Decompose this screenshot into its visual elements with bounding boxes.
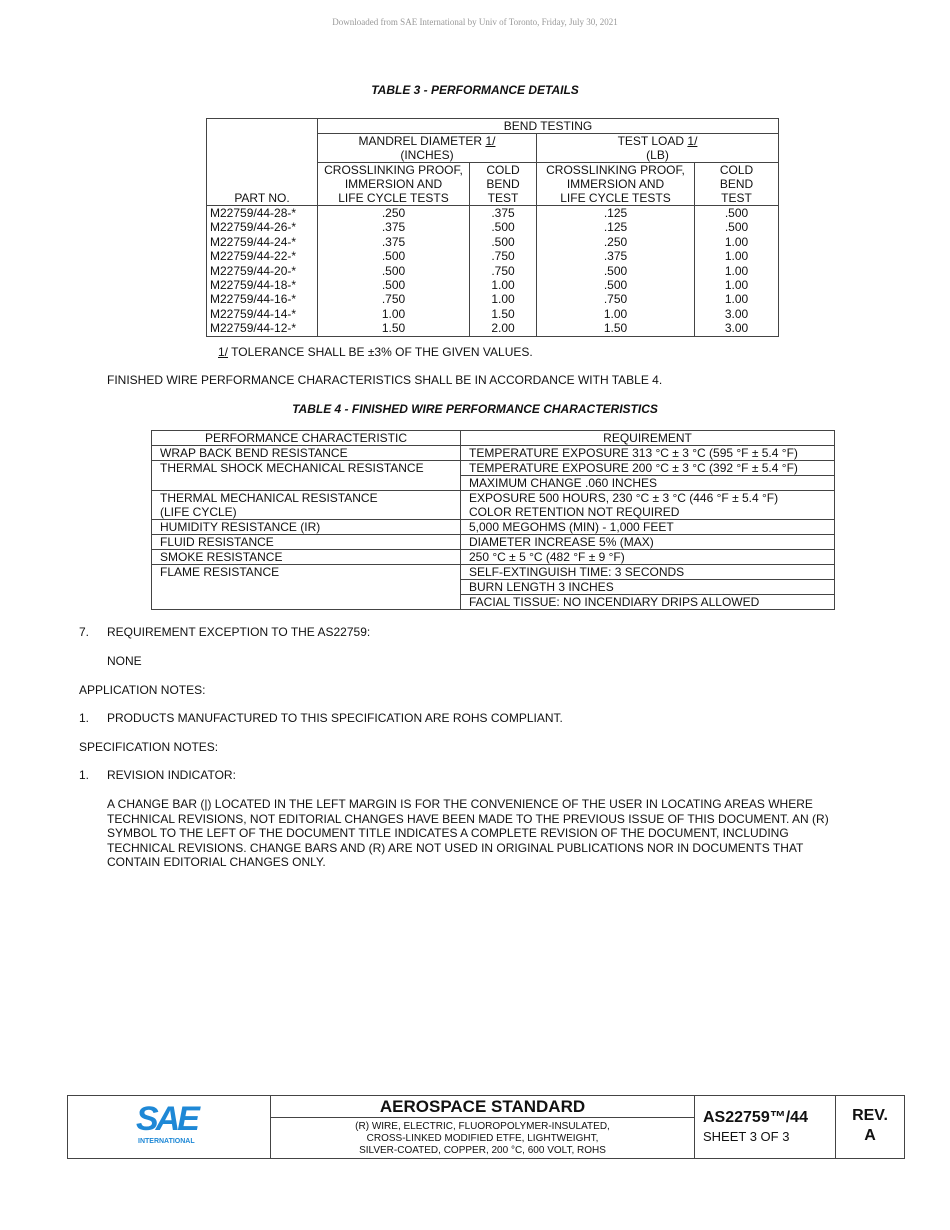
value-cell: 3.00 [694, 321, 779, 337]
table-row: HUMIDITY RESISTANCE (IR) 5,000 MEGOHMS (M… [151, 519, 835, 535]
value-cell: 1.00 [694, 263, 779, 278]
value-cell: .500 [469, 220, 537, 235]
table-row: THERMAL SHOCK MECHANICAL RESISTANCE TEMPE… [151, 460, 835, 491]
table-row: SMOKE RESISTANCE 250 °C ± 5 °C (482 °F ± … [151, 549, 835, 565]
table-row: M22759/44-20-* .500.750.500 1.00 [206, 263, 779, 278]
value-cell: .375 [317, 220, 470, 235]
table4-caption: TABLE 4 - FINISHED WIRE PERFORMANCE CHAR… [292, 402, 658, 416]
table3-caption: TABLE 3 - PERFORMANCE DETAILS [371, 83, 579, 97]
sheet-number: SHEET 3 OF 3 [703, 1129, 790, 1144]
section-7-title: REQUIREMENT EXCEPTION TO THE AS22759: [107, 625, 371, 639]
table-row: M22759/44-12-* 1.50 2.00 1.50 3.00 [206, 321, 779, 337]
document-description: (R) WIRE, ELECTRIC, FLUOROPOLYMER-INSULA… [355, 1121, 610, 1156]
specification-notes-title: SPECIFICATION NOTES: [79, 740, 219, 754]
value-cell: .375 [536, 249, 695, 264]
value-cell: 1.00 [694, 277, 779, 293]
load-header: TEST LOAD 1/(LB) [536, 133, 779, 163]
sae-logo: SAE INTERNATIONAL [68, 1096, 271, 1158]
header-cell: REQUIREMENT [460, 430, 835, 446]
value-cell: .500 [317, 277, 470, 293]
value-cell: .500 [694, 205, 779, 221]
part-number-cell: M22759/44-28-* [206, 205, 318, 221]
table-row: THERMAL MECHANICAL RESISTANCE (LIFE CYCLE… [151, 490, 835, 520]
value-cell: .375 [469, 205, 537, 221]
value-cell: .500 [317, 263, 470, 278]
part-no-header: PART NO. [206, 118, 318, 206]
table-row: M22759/44-14-* 1.00 1.50 1.00 3.00 [206, 306, 779, 322]
table-row: WRAP BACK BEND RESISTANCE TEMPERATURE EXP… [151, 445, 835, 461]
table-row: FLAME RESISTANCE SELF-EXTINGUISH TIME: 3 … [151, 564, 835, 610]
value-cell: 1.00 [694, 234, 779, 250]
part-number-cell: M22759/44-24-* [206, 234, 318, 250]
table-row: M22759/44-18-* .500 1.00.500 1.00 [206, 277, 779, 293]
download-note: Downloaded from SAE International by Uni… [332, 17, 618, 27]
sub-crosslink-header: CROSSLINKING PROOF, IMMERSION AND LIFE CYC… [536, 162, 695, 206]
part-number-cell: M22759/44-26-* [206, 220, 318, 235]
value-cell: .250 [536, 234, 695, 250]
section-7-body: NONE [107, 654, 142, 668]
app-note-number: 1. [79, 711, 90, 725]
value-cell: 1.00 [469, 292, 537, 307]
value-cell: .500 [536, 277, 695, 293]
part-number-cell: M22759/44-20-* [206, 263, 318, 278]
application-notes-title: APPLICATION NOTES: [79, 683, 206, 697]
app-note-text: PRODUCTS MANUFACTURED TO THIS SPECIFICAT… [107, 711, 563, 725]
section-7-number: 7. [79, 625, 90, 639]
table-row: M22759/44-22-* .500.750.375 1.00 [206, 249, 779, 264]
paragraph: FINISHED WIRE PERFORMANCE CHARACTERISTIC… [107, 373, 663, 387]
value-cell: .125 [536, 220, 695, 235]
doc-number: AS22759™/44 [703, 1109, 808, 1126]
value-cell: .500 [694, 220, 779, 235]
value-cell: .500 [317, 249, 470, 264]
spec-note-title: REVISION INDICATOR: [107, 768, 236, 782]
part-number-cell: M22759/44-16-* [206, 292, 318, 307]
sub-crosslink-header: CROSSLINKING PROOF, IMMERSION AND LIFE CYC… [317, 162, 470, 206]
value-cell: 1.00 [694, 292, 779, 307]
value-cell: 3.00 [694, 306, 779, 322]
value-cell: 2.00 [469, 321, 537, 337]
table-row: M22759/44-16-* .750 1.00.750 1.00 [206, 292, 779, 307]
sub-cold-header: COLD BEND TEST [694, 162, 779, 206]
mandrel-header: MANDREL DIAMETER 1/(INCHES) [317, 133, 537, 163]
table3: PART NO. BEND TESTING MANDREL DIAMETER 1… [206, 118, 779, 337]
value-cell: .375 [317, 234, 470, 250]
value-cell: .250 [317, 205, 470, 221]
bend-testing-header: BEND TESTING [317, 118, 779, 134]
part-number-cell: M22759/44-12-* [206, 321, 318, 337]
value-cell: .500 [536, 263, 695, 278]
standard-title: AEROSPACE STANDARD [271, 1096, 694, 1118]
part-number-cell: M22759/44-18-* [206, 277, 318, 293]
part-number-cell: M22759/44-14-* [206, 306, 318, 322]
value-cell: 1.00 [536, 306, 695, 322]
value-cell: 1.00 [694, 249, 779, 264]
table-row: M22759/44-26-* .375.500.125.500 [206, 220, 779, 235]
table3-footnote: 1/ TOLERANCE SHALL BE ±3% OF THE GIVEN V… [218, 345, 533, 359]
spec-note-number: 1. [79, 768, 90, 782]
value-cell: 1.50 [469, 306, 537, 322]
value-cell: .500 [469, 234, 537, 250]
table-row: FLUID RESISTANCE DIAMETER INCREASE 5% (MA… [151, 534, 835, 550]
table-row: M22759/44-28-* .250.375.125.500 [206, 205, 779, 221]
value-cell: .125 [536, 205, 695, 221]
value-cell: 1.50 [317, 321, 470, 337]
revision-cell: REV. A [852, 1107, 888, 1144]
value-cell: .750 [317, 292, 470, 307]
spec-note-body: A CHANGE BAR (|) LOCATED IN THE LEFT MAR… [107, 797, 829, 869]
part-number-cell: M22759/44-22-* [206, 249, 318, 264]
title-block: SAE INTERNATIONAL AEROSPACE STANDARD (R)… [67, 1095, 905, 1159]
table4: PERFORMANCE CHARACTERISTIC REQUIREMENT WR… [151, 430, 835, 610]
value-cell: .750 [536, 292, 695, 307]
value-cell: 1.50 [536, 321, 695, 337]
title-cell: AEROSPACE STANDARD (R) WIRE, ELECTRIC, F… [271, 1096, 695, 1158]
value-cell: 1.00 [469, 277, 537, 293]
value-cell: .750 [469, 249, 537, 264]
header-cell: PERFORMANCE CHARACTERISTIC [151, 430, 461, 446]
value-cell: .750 [469, 263, 537, 278]
table-row: M22759/44-24-* .375.500.250 1.00 [206, 234, 779, 250]
doc-number-cell: AS22759™/44 SHEET 3 OF 3 [695, 1096, 836, 1158]
value-cell: 1.00 [317, 306, 470, 322]
sub-cold-header: COLD BEND TEST [469, 162, 537, 206]
